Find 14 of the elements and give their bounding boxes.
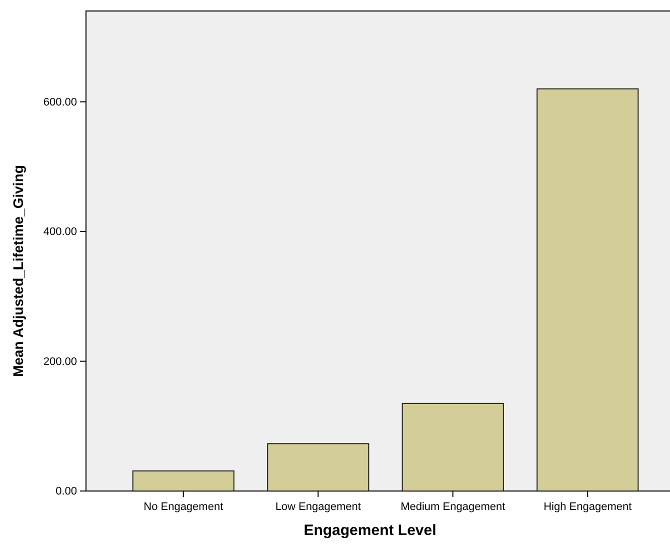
- y-tick-label: 0.00: [56, 486, 77, 498]
- x-tick-label: Low Engagement: [275, 500, 361, 513]
- x-tick-label: No Engagement: [144, 500, 224, 513]
- bar: [402, 402, 504, 492]
- x-tick-label: High Engagement: [544, 500, 632, 513]
- bar: [132, 470, 234, 492]
- x-tick-label: Medium Engagement: [400, 500, 506, 513]
- y-tick-label: 600.00: [43, 96, 77, 108]
- x-axis-title: Engagement Level: [304, 522, 436, 539]
- y-axis-title: Mean Adjusted_Lifetime_Giving: [10, 165, 26, 377]
- y-tick-label: 400.00: [43, 226, 77, 238]
- bar: [536, 88, 639, 492]
- bar: [267, 443, 370, 492]
- y-tick-label: 200.00: [43, 356, 77, 368]
